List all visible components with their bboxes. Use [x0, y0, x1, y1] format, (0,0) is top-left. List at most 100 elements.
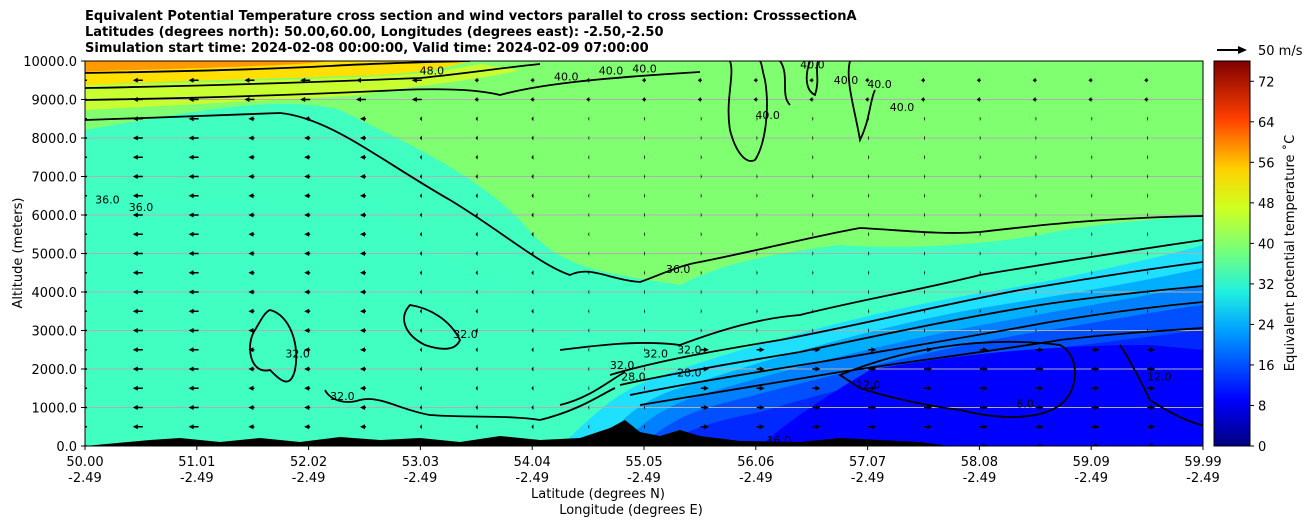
x-tick-label-lon: -2.49 [292, 471, 326, 486]
wind-vector [1144, 77, 1149, 83]
wind-vector [475, 328, 478, 333]
y-tick-label: 3000.0 [32, 325, 78, 340]
wind-vector [868, 116, 870, 122]
wind-vector [188, 270, 199, 276]
wind-vector [700, 154, 702, 160]
wind-vector [132, 424, 143, 430]
wind-vector [644, 270, 645, 276]
wind-vector [360, 366, 366, 372]
wind-vector [360, 231, 366, 237]
wind-vector [868, 135, 870, 141]
wind-vector [586, 77, 591, 83]
wind-vector [644, 174, 645, 179]
x-tick-label-lat: 57.07 [849, 455, 886, 470]
wind-vector [531, 405, 534, 410]
wind-vector [809, 97, 814, 102]
wind-vector [475, 270, 478, 276]
wind-vector [85, 252, 87, 255]
wind-vector [531, 135, 534, 141]
wind-vector [1035, 135, 1037, 141]
wind-vector [697, 77, 702, 83]
y-axis-label: Altitude (meters) [11, 198, 26, 309]
contour-label: 36.0 [129, 201, 154, 214]
wind-vector [1035, 289, 1037, 295]
wind-vector [248, 424, 255, 430]
wind-vector [588, 154, 590, 160]
wind-vector [531, 328, 534, 333]
x-tick-label-lon: -2.49 [404, 471, 438, 486]
contour-label: 48.0 [420, 64, 445, 77]
wind-vector [475, 135, 478, 141]
wind-vector [132, 116, 143, 122]
wind-vector [419, 289, 422, 295]
wind-vector [411, 97, 422, 102]
wind-vector [475, 116, 478, 122]
y-tick-label: 0.0 [56, 440, 77, 455]
wind-vector [475, 174, 478, 179]
wind-vector [248, 154, 255, 160]
wind-vector [475, 212, 478, 218]
wind-vector [644, 385, 645, 391]
wind-vector [642, 77, 646, 83]
wind-vector [188, 405, 199, 410]
wind-vector [756, 270, 758, 276]
wind-vector [1091, 347, 1100, 353]
contour-label: 28.0 [677, 367, 702, 380]
wind-vector [531, 270, 534, 276]
contour-label: 32.0 [330, 390, 355, 403]
wind-vector [531, 251, 534, 256]
x-tick-label-lat: 52.02 [290, 455, 327, 470]
wind-vector [85, 156, 87, 158]
wind-vector [812, 443, 821, 446]
wind-vector [924, 135, 925, 141]
wind-vector [419, 212, 422, 218]
wind-vector [360, 328, 366, 333]
x-tick-label-lon: -2.49 [627, 471, 661, 486]
wind-vector [644, 212, 645, 218]
wind-vector [1032, 77, 1037, 83]
x-tick-label-lat: 54.04 [514, 455, 551, 470]
wind-vector [812, 193, 814, 199]
wind-vector [531, 289, 534, 295]
colorbar-tick-label: 48 [1258, 197, 1275, 212]
wind-vector [588, 116, 590, 122]
wind-vector [756, 366, 765, 372]
contour-labels: 48.0 40.0 40.0 40.0 40.0 40.0 40.0 40.0 40.0 36.0… [95, 59, 1171, 447]
wind-vector [1091, 174, 1093, 179]
wind-vector [475, 366, 478, 372]
quiver-key-label: 50 m/s [1258, 44, 1303, 59]
wind-vector [979, 251, 981, 256]
wind-vector [756, 135, 758, 141]
wind-vector [700, 424, 709, 430]
x-tick-label-lat: 55.05 [625, 455, 662, 470]
wind-vector [85, 329, 87, 332]
x-tick-label-lon: -2.49 [1186, 471, 1220, 486]
wind-vector [132, 270, 143, 276]
wind-vector [188, 251, 199, 256]
wind-vector [1035, 328, 1037, 333]
wind-vector [132, 97, 143, 102]
wind-vector [248, 174, 255, 179]
wind-vector [868, 193, 870, 199]
wind-vector [924, 328, 925, 333]
wind-vector [360, 135, 366, 141]
contour-label: 40.0 [554, 70, 579, 83]
wind-vector [700, 193, 702, 199]
wind-vector [1091, 193, 1093, 199]
wind-vector [85, 98, 87, 101]
chart-title-line-1: Equivalent Potential Temperature cross s… [85, 9, 857, 24]
wind-vector [1147, 443, 1156, 446]
wind-vector [812, 405, 821, 410]
wind-vector [756, 328, 758, 333]
wind-vector [868, 289, 870, 295]
colorbar-tick-label: 16 [1258, 359, 1275, 374]
wind-vector [644, 443, 645, 446]
wind-vector [304, 231, 311, 237]
wind-vector [248, 328, 255, 333]
contour-label: 12.0 [856, 378, 881, 391]
wind-vector [531, 116, 534, 122]
wind-vector [1091, 424, 1100, 430]
wind-vector [1147, 308, 1149, 314]
y-tick-label: 2000.0 [32, 363, 78, 378]
wind-vector [979, 270, 981, 276]
